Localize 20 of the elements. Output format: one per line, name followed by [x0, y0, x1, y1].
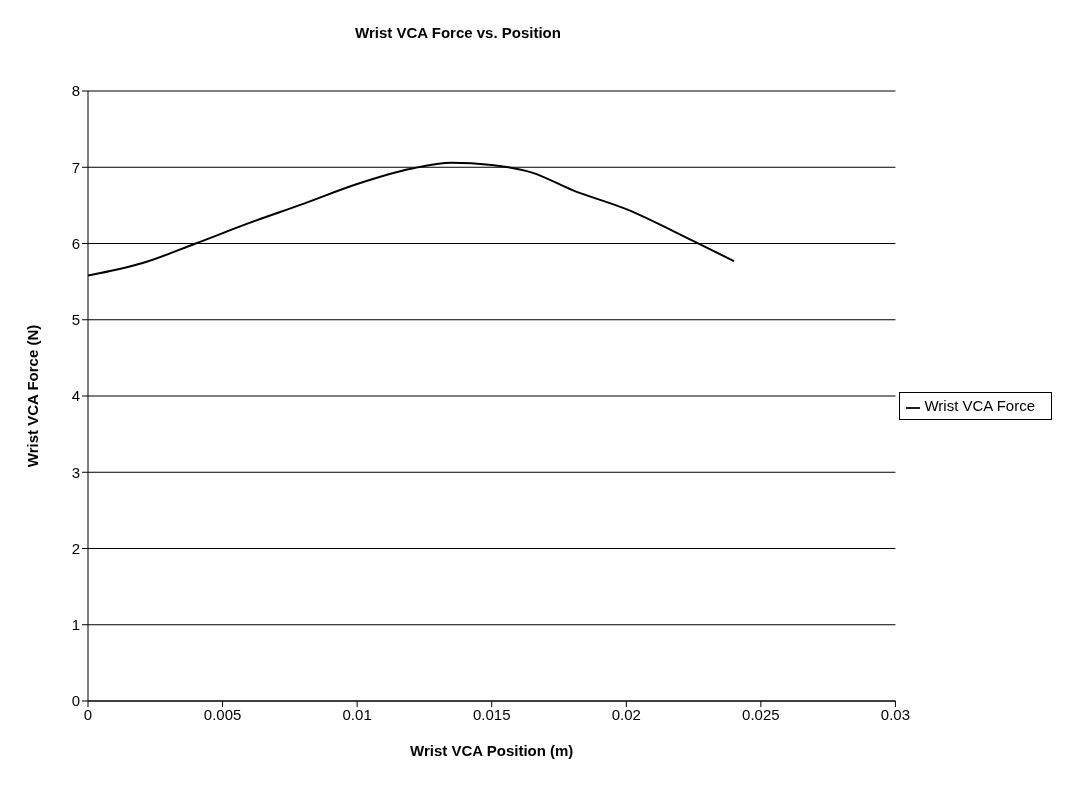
x-tick-label: 0.015: [472, 705, 511, 723]
chart-title: Wrist VCA Force vs. Position: [354, 23, 562, 41]
y-axis-title: Wrist VCA Force (N): [24, 324, 42, 468]
x-tick-label: 0.01: [342, 705, 372, 723]
x-tick-label: 0.025: [742, 705, 780, 723]
x-axis-title: Wrist VCA Position (m): [410, 742, 574, 759]
y-tick-label: 1: [71, 616, 80, 634]
y-tick-label: 8: [71, 82, 80, 100]
x-tick-label: 0.02: [611, 705, 641, 723]
x-tick-label: 0: [83, 705, 93, 723]
y-tick-label: 5: [71, 311, 80, 329]
legend-label: Wrist VCA Force: [924, 397, 1035, 415]
y-tick-label: 3: [71, 463, 80, 481]
x-tick-label: 0.005: [203, 705, 242, 723]
y-tick-label: 0: [71, 692, 80, 710]
x-tick-label: 0.03: [880, 705, 911, 723]
y-tick-label: 2: [71, 539, 80, 557]
y-tick-label: 7: [71, 158, 80, 176]
y-tick-label: 4: [71, 387, 80, 405]
y-tick-label: 6: [71, 234, 80, 252]
